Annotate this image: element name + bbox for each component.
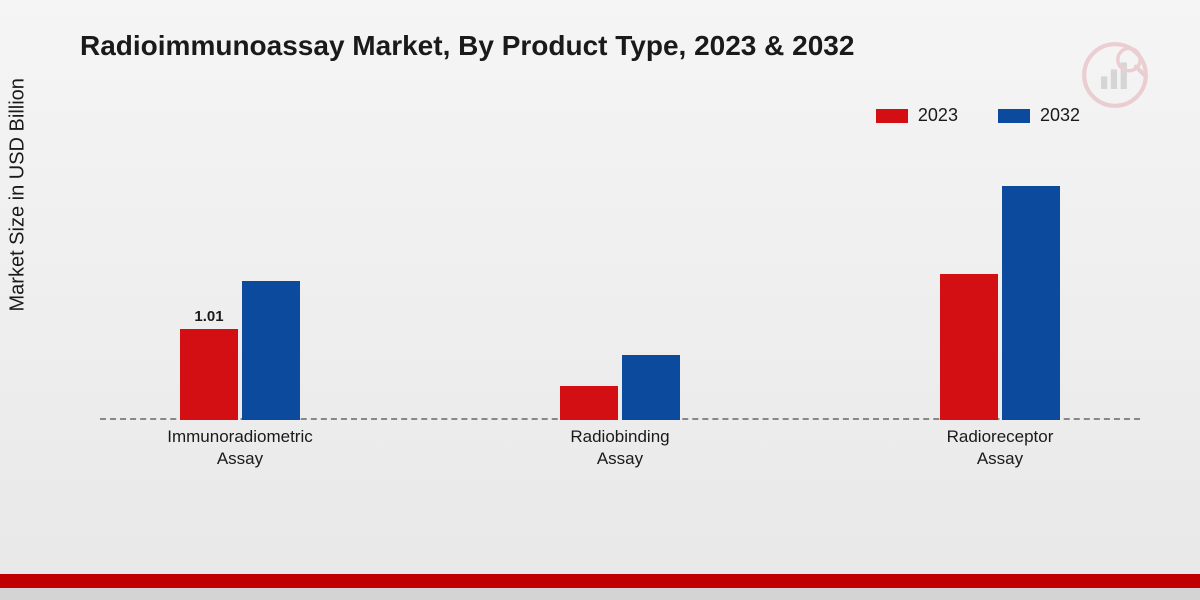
legend-item-2023: 2023 — [876, 105, 958, 126]
legend-label-2023: 2023 — [918, 105, 958, 126]
legend-label-2032: 2032 — [1040, 105, 1080, 126]
legend: 2023 2032 — [876, 105, 1080, 126]
bar-group: 1.01 — [180, 281, 300, 421]
y-axis-label: Market Size in USD Billion — [7, 78, 30, 311]
bar-value-label: 1.01 — [180, 308, 238, 325]
bar — [242, 281, 300, 421]
bar — [1002, 186, 1060, 420]
plot-area: 1.01 ImmunoradiometricAssay RadiobindingA… — [100, 150, 1140, 470]
legend-swatch-2023 — [876, 109, 908, 123]
bar: 1.01 — [180, 329, 238, 420]
footer-shadow — [0, 588, 1200, 600]
watermark-logo-icon — [1080, 40, 1150, 110]
bar — [622, 355, 680, 420]
category-label: RadiobindingAssay — [520, 426, 720, 470]
bar-group — [560, 355, 680, 420]
footer-bar — [0, 574, 1200, 588]
category-label: ImmunoradiometricAssay — [140, 426, 340, 470]
bar — [560, 386, 618, 420]
legend-item-2032: 2032 — [998, 105, 1080, 126]
category-label: RadioreceptorAssay — [900, 426, 1100, 470]
chart-title: Radioimmunoassay Market, By Product Type… — [80, 30, 854, 62]
legend-swatch-2032 — [998, 109, 1030, 123]
bar-group — [940, 186, 1060, 420]
bar — [940, 274, 998, 420]
